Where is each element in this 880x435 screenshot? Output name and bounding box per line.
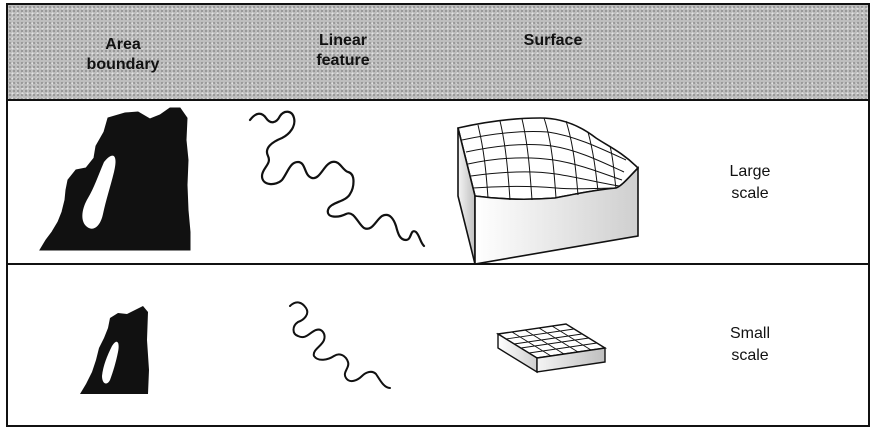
header-surface: Surface [498, 31, 608, 51]
header-linear-feature: Linear feature [288, 31, 398, 71]
linear-feature-large [248, 110, 426, 248]
figure-frame: Area boundary Linear feature Surface Lar… [6, 3, 870, 427]
row-divider [8, 263, 868, 265]
area-boundary-large [39, 107, 191, 251]
label-large-scale: Large scale [705, 161, 795, 205]
surface-large-grid [461, 117, 627, 201]
header-area-line2: boundary [86, 56, 160, 73]
header-linear-line1: Linear [318, 32, 367, 49]
label-small-scale: Small scale [705, 323, 795, 367]
area-boundary-large-hole [82, 155, 116, 229]
large-scale-line2: scale [731, 185, 769, 202]
small-scale-line2: scale [731, 347, 769, 364]
surface-block-small [495, 323, 608, 374]
area-boundary-small-hole [102, 341, 119, 384]
surface-small-grid [505, 325, 598, 357]
large-scale-line1: Large [729, 163, 771, 180]
linear-feature-small [289, 301, 391, 389]
surface-large-front-side [474, 166, 639, 265]
header-area-line1: Area [105, 36, 141, 53]
header-row: Area boundary Linear feature Surface [8, 5, 868, 101]
surface-small-right-side [536, 347, 606, 373]
area-boundary-small [80, 306, 149, 394]
header-area-boundary: Area boundary [68, 35, 178, 75]
surface-block-large [457, 117, 640, 265]
header-linear-line2: feature [316, 52, 370, 69]
header-surface-label: Surface [523, 32, 583, 49]
area-boundary-large-shape [39, 107, 191, 251]
small-scale-line1: Small [729, 325, 770, 342]
